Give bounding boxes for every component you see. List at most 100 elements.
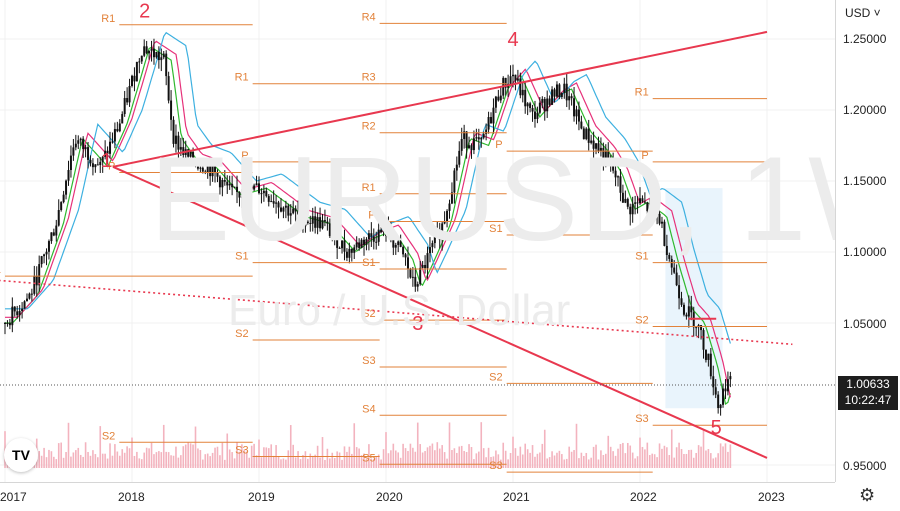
candle-body	[21, 308, 24, 311]
volume-bar	[438, 448, 441, 468]
candle-body	[214, 163, 217, 173]
candle-body	[260, 193, 263, 195]
candle-body	[590, 140, 593, 143]
candle-body	[284, 205, 287, 208]
volume-bar	[238, 451, 241, 468]
candle-body	[258, 183, 260, 194]
candle-body	[255, 183, 258, 186]
candle-body	[492, 107, 495, 124]
candle-body	[465, 131, 468, 149]
volume-bar	[556, 452, 558, 468]
volume-bar	[241, 444, 243, 468]
candle-body	[275, 202, 278, 204]
volume-bar	[346, 451, 348, 468]
pivot-label: S1	[0, 264, 1, 276]
chart-settings-icon[interactable]: ⚙	[859, 485, 876, 505]
candle-body	[504, 77, 507, 88]
year-label: 2018	[118, 490, 145, 504]
candle-body	[480, 137, 483, 140]
volume-bar	[87, 451, 89, 468]
candle-body	[238, 191, 241, 198]
volume-bar	[441, 445, 443, 468]
volume-bar	[370, 458, 373, 468]
candle-body	[636, 202, 639, 204]
candle-body	[458, 150, 461, 165]
candle-body	[96, 164, 99, 166]
volume-bar	[289, 425, 292, 468]
volume-bar	[543, 429, 546, 468]
volume-bar	[170, 455, 172, 468]
volume-bar	[341, 459, 343, 468]
candle-body	[128, 86, 131, 103]
volume-bar	[53, 456, 55, 468]
candle-body	[448, 203, 451, 211]
candle-body	[292, 208, 295, 214]
candle-body	[104, 150, 107, 157]
moving-average-line	[5, 40, 731, 398]
volume-bar	[404, 448, 407, 468]
volume-bar	[94, 454, 97, 468]
candle-body	[538, 102, 541, 113]
candle-body	[387, 227, 390, 236]
volume-bar	[680, 449, 683, 468]
volume-bar	[214, 447, 216, 468]
time-axis[interactable]	[0, 482, 835, 511]
candle-body	[231, 183, 234, 188]
candle-body	[712, 376, 715, 388]
volume-bar	[321, 437, 324, 468]
volume-bar	[524, 443, 527, 468]
volume-bar	[605, 453, 607, 468]
volume-bar	[495, 450, 497, 468]
candle-body	[211, 163, 214, 177]
candle-body	[726, 379, 729, 392]
pivot-label: R3	[362, 72, 376, 84]
candle-body	[382, 225, 385, 233]
candle-body	[433, 233, 436, 244]
volume-bar	[587, 459, 590, 468]
candle-body	[272, 201, 275, 204]
volume-bar	[397, 452, 400, 468]
volume-bar	[478, 451, 480, 468]
candle-body	[123, 98, 126, 115]
candle-body	[89, 159, 92, 164]
candle-body	[223, 179, 226, 182]
volume-bar	[573, 450, 575, 468]
candle-body	[35, 275, 38, 286]
volume-bar	[412, 447, 414, 468]
volume-bar	[534, 456, 536, 468]
volume-bar	[487, 447, 490, 468]
candle-body	[206, 165, 209, 174]
volume-bar	[79, 454, 82, 468]
candle-body	[414, 276, 417, 287]
candle-body	[187, 149, 190, 157]
candle-body	[685, 314, 688, 317]
volume-bar	[463, 450, 465, 468]
price-chart[interactable]: R1 P S1 S2 R1 P S1 S2 S3 R4 R3 R2 R1 P S1 S2 S3 S4 S5 P S1 S2…	[0, 0, 835, 482]
candle-body	[460, 139, 463, 151]
volume-bar	[116, 451, 119, 468]
candle-body	[370, 233, 373, 237]
volume-bar	[658, 443, 661, 468]
candle-body	[709, 353, 712, 377]
candle-body	[150, 48, 153, 51]
volume-bar	[75, 450, 77, 468]
candle-body	[558, 84, 561, 97]
candle-body	[438, 229, 441, 240]
pivot-label: S2	[235, 328, 248, 340]
candle-body	[592, 140, 595, 149]
candle-body	[50, 232, 53, 242]
currency-selector[interactable]: USD ˅	[845, 6, 881, 20]
volume-bar	[702, 430, 705, 468]
volume-bar	[475, 453, 478, 468]
candle-body	[424, 264, 427, 269]
volume-bar	[575, 423, 578, 468]
candle-body	[548, 98, 551, 105]
pivot-label: S1	[235, 251, 248, 263]
candle-body	[577, 109, 580, 122]
candle-body	[482, 134, 485, 138]
candle-body	[155, 51, 158, 58]
candle-body	[582, 128, 585, 140]
volume-bar	[228, 449, 231, 468]
volume-bar	[509, 452, 512, 468]
volume-bar	[67, 422, 70, 468]
